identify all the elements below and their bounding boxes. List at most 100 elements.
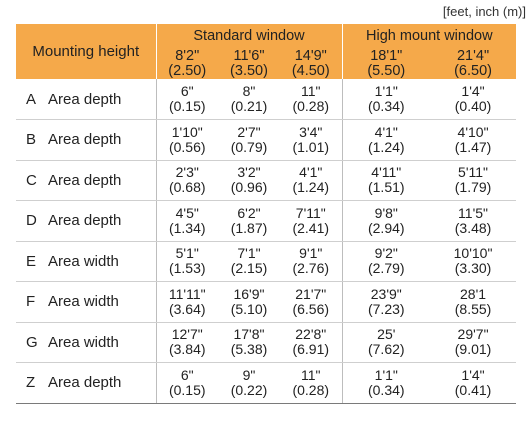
value-cell: 10'10" (3.30) — [430, 241, 517, 282]
value-imperial: 25' — [377, 326, 396, 343]
value-cell: 4'1" (1.24) — [341, 119, 431, 161]
value-imperial: 1'4" — [461, 83, 485, 99]
value-cell: 4'1" (1.24) — [280, 160, 343, 201]
row-letter: C — [26, 171, 37, 189]
row-measure: Area width — [48, 333, 119, 351]
value-cell: 9'8" (2.94) — [341, 200, 431, 242]
value-metric: (2.94) — [367, 219, 405, 236]
value-cell: 16'9" (5.10) — [218, 281, 280, 323]
value-metric: (1.53) — [168, 260, 206, 277]
value-cell: 9'1" (2.76) — [280, 241, 343, 282]
value-imperial: 23'9" — [370, 285, 402, 302]
value-imperial: 10'10" — [453, 245, 493, 262]
row-label: A Area depth — [16, 79, 156, 120]
value-metric: (8.55) — [454, 300, 492, 317]
value-imperial: 22'8" — [295, 326, 327, 343]
value-metric: (1.24) — [292, 179, 330, 196]
value-cell: 29'7" (9.01) — [430, 322, 517, 363]
value-metric: (2.76) — [292, 260, 330, 277]
value-cell: 8" (0.21) — [218, 79, 280, 120]
value-imperial: 3'4" — [299, 123, 323, 140]
value-metric: (1.01) — [292, 138, 330, 155]
value-metric: (5.10) — [230, 300, 268, 317]
value-metric: (0.28) — [292, 98, 330, 114]
row-letter: D — [26, 212, 37, 230]
value-cell: 1'4" (0.41) — [430, 362, 517, 404]
value-cell: 1'1" (0.34) — [341, 362, 431, 404]
value-imperial: 3'2" — [237, 164, 261, 181]
value-imperial: 4'1" — [374, 123, 398, 140]
row-measure: Area depth — [48, 374, 122, 392]
table-row: D Area depth 4'5" (1.34) 6'2" (1.87) 7'11" (2.4… — [16, 200, 517, 242]
table-row: Z Area depth 6" (0.15) 9" (0.22) 11" (0.28) 1'1"… — [16, 362, 517, 404]
value-cell: 28'1 (8.55) — [430, 281, 517, 323]
value-imperial: 9'8" — [374, 204, 398, 221]
standard-window-header: Standard window — [155, 24, 343, 49]
height-col-1: 8'2" (2.50) — [155, 49, 218, 79]
row-letter: F — [26, 293, 36, 311]
value-cell: 11" (0.28) — [280, 362, 343, 404]
height-col-3: 14'9" (4.50) — [280, 49, 343, 79]
value-cell: 22'8" (6.91) — [280, 322, 343, 363]
value-imperial: 5'1" — [175, 245, 199, 262]
row-measure: Area depth — [48, 171, 122, 189]
value-imperial: 29'7" — [457, 326, 489, 343]
value-imperial: 7'1" — [237, 245, 261, 262]
value-metric: (0.34) — [367, 98, 405, 114]
value-imperial: 8" — [242, 83, 256, 99]
value-cell: 11'5" (3.48) — [430, 200, 517, 242]
value-metric: (0.41) — [454, 381, 492, 398]
value-metric: (5.38) — [230, 341, 268, 358]
value-metric: (0.28) — [292, 381, 330, 398]
value-metric: (6.56) — [292, 300, 330, 317]
high-mount-window-header: High mount window — [341, 24, 517, 49]
height-col-5: 21'4" (6.50) — [430, 49, 517, 79]
value-imperial: 28'1 — [460, 285, 487, 302]
value-metric: (1.34) — [168, 219, 206, 236]
value-imperial: 17'8" — [233, 326, 265, 343]
row-label: D Area depth — [16, 200, 156, 242]
value-cell: 1'10" (0.56) — [155, 119, 218, 161]
value-metric: (1.47) — [454, 138, 492, 155]
value-metric: (0.68) — [168, 179, 206, 196]
value-imperial: 9" — [242, 366, 256, 383]
value-cell: 11" (0.28) — [280, 79, 343, 120]
value-metric: (7.62) — [367, 341, 405, 358]
value-metric: (7.23) — [367, 300, 405, 317]
value-cell: 1'4" (0.40) — [430, 79, 517, 120]
row-measure: Area width — [48, 252, 119, 270]
value-cell: 6'2" (1.87) — [218, 200, 280, 242]
value-cell: 7'1" (2.15) — [218, 241, 280, 282]
value-metric: (1.87) — [230, 219, 268, 236]
value-metric: (3.64) — [168, 300, 206, 317]
value-imperial: 2'7" — [237, 123, 261, 140]
row-letter: G — [26, 333, 38, 351]
value-metric: (2.79) — [367, 260, 405, 277]
value-metric: (0.15) — [168, 98, 206, 114]
value-cell: 3'2" (0.96) — [218, 160, 280, 201]
row-letter: Z — [26, 374, 36, 392]
value-metric: (1.51) — [367, 179, 405, 196]
value-imperial: 9'1" — [299, 245, 323, 262]
row-label: E Area width — [16, 241, 156, 282]
value-imperial: 5'11" — [458, 164, 489, 181]
value-cell: 2'3" (0.68) — [155, 160, 218, 201]
row-measure: Area depth — [48, 131, 122, 149]
value-metric: (1.79) — [454, 179, 492, 196]
row-measure: Area depth — [48, 212, 122, 230]
value-imperial: 4'11" — [371, 164, 402, 181]
row-label: G Area width — [16, 322, 156, 363]
value-metric: (0.56) — [168, 138, 206, 155]
table-row: A Area depth 6" (0.15) 8" (0.21) 11" (0.28) 1'1"… — [16, 79, 517, 120]
value-imperial: 12'7" — [171, 326, 203, 343]
table-row: G Area width 12'7" (3.84) 17'8" (5.38) 22'8" (6… — [16, 322, 517, 363]
value-imperial: 11" — [301, 366, 321, 383]
row-letter: E — [26, 252, 37, 270]
row-letter: A — [26, 90, 37, 108]
value-cell: 12'7" (3.84) — [155, 322, 218, 363]
units-note: [feet, inch (m)] — [442, 4, 526, 19]
value-imperial: 1'4" — [461, 366, 485, 383]
value-imperial: 11'11" — [168, 285, 206, 302]
value-imperial: 6" — [180, 83, 194, 99]
value-cell: 6" (0.15) — [155, 79, 218, 120]
